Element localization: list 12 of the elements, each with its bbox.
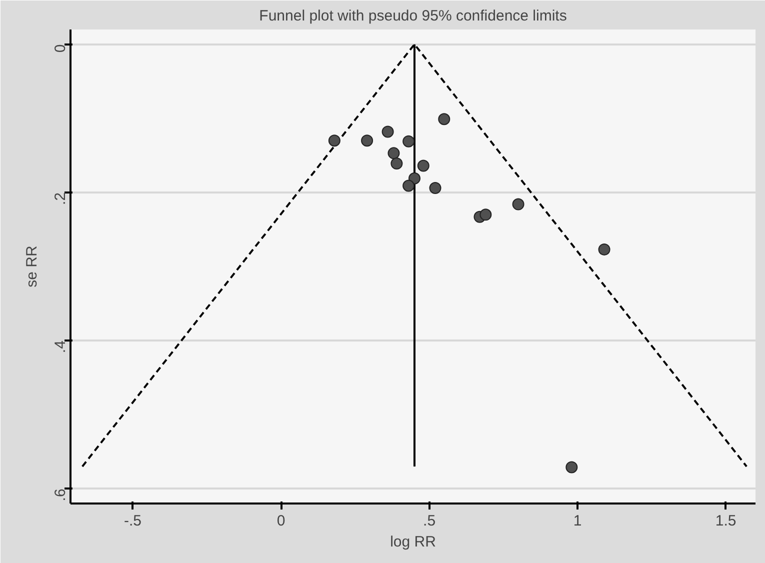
y-tick-label: 0 (52, 44, 69, 53)
x-axis-title: log RR (390, 534, 436, 550)
x-tick-label: -.5 (124, 512, 142, 530)
x-tick-label: .5 (423, 512, 436, 530)
y-tick-label: .2 (52, 192, 69, 205)
x-tick-label: 1 (573, 512, 582, 530)
y-axis-title: se RR (24, 245, 40, 288)
y-tick-label: .4 (52, 340, 69, 354)
y-tick-label: .6 (52, 488, 69, 502)
x-tick-label: 0 (276, 512, 286, 530)
chart-title: Funnel plot with pseudo 95% confidence limits (259, 8, 567, 24)
x-tick-label: 1.5 (715, 512, 736, 530)
